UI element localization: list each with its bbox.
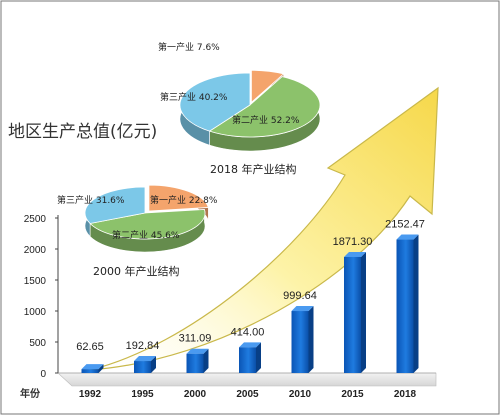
bar [396,239,414,373]
bar-top [291,306,314,312]
y-tick-label: 1500 [24,276,47,287]
data-labels: 62.65 192.84 311.09 414.00 999.64 1871.30 2152… [76,219,425,353]
bar-top [186,348,209,354]
bar-top [396,234,419,240]
pie-2000-label-tertiary: 第三产业 31.6% [57,194,125,206]
x-tick-label: 1995 [131,389,154,400]
y-tick-label: 2000 [24,245,47,256]
bar-top [239,342,261,348]
y-tick-label: 500 [29,338,46,349]
pie-slice [208,76,321,138]
pie-2000-label-primary: 第一产业 22.8% [150,194,218,206]
bar [134,361,151,373]
x-tick-label: 2018 [394,389,417,400]
bar-top [81,364,104,370]
bar-top [134,356,156,362]
growth-arrow [89,86,439,371]
data-label: 311.09 [179,333,212,345]
data-label: 2152.47 [385,219,425,231]
bar [186,353,204,373]
x-tick-label: 2005 [236,389,259,400]
x-tick-label: 2015 [341,389,364,400]
x-tick-label: 2010 [289,389,312,400]
pie-slice [251,69,285,104]
y-tick-label: 0 [40,369,46,380]
bar-side [413,234,419,373]
pie-slice [179,72,251,132]
bar-side [151,356,156,373]
data-label: 414.00 [231,326,265,338]
pie-2018 [179,69,321,152]
data-label: 192.84 [126,340,160,352]
bar [344,256,361,373]
pie-2000-title: 2000 年产业结构 [93,264,180,278]
pie-slice [84,186,146,224]
y-tick-label: 1000 [24,307,47,318]
bar-series [81,234,419,373]
pie-2018-title: 2018 年产业结构 [210,162,297,176]
data-label: 999.64 [283,290,317,302]
y-tick-label: 2500 [24,214,47,225]
chart-floor [57,372,437,387]
pie-2018-label-secondary: 第二产业 52.2% [232,114,300,126]
x-tick-label: 2000 [184,389,207,400]
x-axis-label: 年份 [20,387,41,400]
bar [291,311,309,373]
pie-2018-label-primary: 第一产业 7.6% [158,41,220,53]
bar-chart-title: 地区生产总值(亿元) [8,122,157,142]
data-label: 62.65 [76,341,104,353]
pie-slice [89,208,206,240]
x-tick-label: 1992 [79,389,102,400]
pie-slice [148,184,209,212]
bar-side [256,342,261,373]
bar-side [308,306,314,373]
data-label: 1871.30 [333,236,373,248]
bar-top [344,251,366,257]
pie-2000 [84,184,209,253]
bar-side [203,348,209,373]
y-axis-ticks: 0 500 1000 1500 2000 2500 [24,214,58,380]
bar-side [98,364,104,373]
pie-2000-label-secondary: 第二产业 45.6% [112,229,180,241]
x-axis-ticks: 1992 1995 2000 2005 2010 2015 2018 [79,389,417,400]
pie-2018-label-tertiary: 第三产业 40.2% [160,91,228,103]
bar-chart-frame [57,215,437,387]
bar [81,369,99,373]
bar [239,347,256,373]
bar-side [361,251,366,373]
